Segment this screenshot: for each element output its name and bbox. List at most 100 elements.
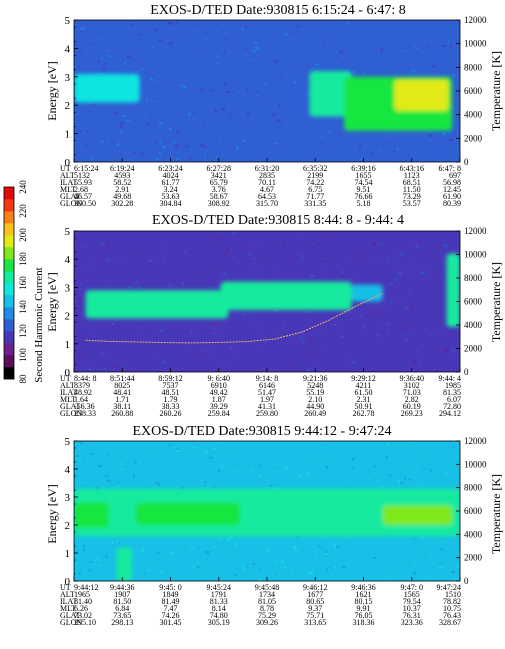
heatmap-cell — [387, 330, 390, 333]
colorbar-swatch — [4, 223, 14, 236]
heatmap-cell — [357, 317, 359, 320]
heatmap-cell — [411, 70, 415, 72]
heatmap-cell — [257, 346, 260, 350]
heatmap-cell — [241, 139, 246, 142]
heatmap-cell — [158, 39, 163, 42]
heatmap-cell — [129, 52, 131, 56]
ephemeris-cell: 58.67 — [210, 192, 228, 201]
heatmap-cell — [253, 41, 257, 44]
heatmap-cell — [333, 142, 336, 145]
heatmap-cell — [105, 369, 107, 372]
heatmap-cell — [81, 266, 85, 269]
heatmap-cell — [128, 361, 131, 364]
ephemeris-cell: 1.71 — [115, 395, 129, 404]
ephemeris-cell: 1565 — [404, 590, 420, 599]
heatmap-cell — [198, 238, 200, 241]
heatmap-cell — [413, 270, 415, 273]
heatmap-cell — [75, 300, 78, 302]
ephemeris-cell: 49.42 — [210, 388, 228, 397]
heatmap-band — [135, 502, 240, 525]
heatmap-cell — [417, 150, 419, 153]
heatmap-cell — [400, 326, 405, 330]
heatmap-cell — [452, 446, 455, 449]
heatmap-cell — [340, 335, 344, 339]
heatmap-cell — [99, 564, 103, 567]
ephemeris-cell: 269.23 — [401, 409, 423, 418]
heatmap-cell — [106, 480, 111, 483]
heatmap-cell — [137, 327, 140, 329]
heatmap-cell — [325, 121, 327, 125]
heatmap-cell — [430, 333, 432, 336]
heatmap-cell — [452, 347, 454, 350]
y2-tick-label: 12000 — [464, 436, 487, 446]
heatmap-cell — [344, 261, 347, 264]
heatmap-cell — [277, 487, 281, 490]
heatmap-cell — [147, 569, 151, 571]
heatmap-cell — [274, 573, 279, 576]
ephemeris-cell: 72.80 — [443, 402, 461, 411]
ephemeris-cell: 260.88 — [111, 409, 133, 418]
x-tick-label: 6:39:16 — [351, 164, 375, 173]
heatmap-cell — [355, 261, 359, 264]
heatmap-cell — [155, 481, 160, 484]
heatmap-cell — [394, 31, 396, 33]
heatmap-cell — [253, 365, 256, 367]
x-tick-label: 6:27:28 — [207, 164, 231, 173]
heatmap-cell — [113, 364, 117, 368]
heatmap-cell — [346, 22, 349, 24]
heatmap-cell — [321, 136, 324, 138]
y-tick-label: 1 — [65, 339, 71, 351]
heatmap-cell — [216, 55, 219, 58]
heatmap-cell — [255, 46, 260, 50]
x-tick-label: 6:23:24 — [158, 164, 182, 173]
heatmap-cell — [432, 65, 436, 68]
ephemeris-cell: 7.47 — [164, 604, 178, 613]
heatmap-cell — [442, 45, 446, 47]
heatmap-cell — [384, 575, 386, 578]
heatmap-cell — [145, 98, 148, 101]
heatmap-cell — [407, 334, 410, 336]
x-tick-label: 6:43:16 — [400, 164, 424, 173]
ephemeris-cell: 48.92 — [74, 388, 92, 397]
ephemeris-cell: 10.37 — [403, 604, 421, 613]
ephemeris-cell: 56.98 — [443, 178, 461, 187]
y2-tick-label: 10000 — [464, 250, 487, 260]
ephemeris-cell: 260.49 — [304, 409, 326, 418]
ephemeris-cell: 8379 — [74, 381, 90, 390]
heatmap-cell — [134, 461, 137, 464]
heatmap-cell — [230, 91, 235, 93]
heatmap-cell — [128, 284, 131, 286]
heatmap-cell — [352, 349, 355, 353]
x-tick-label: 9:46:12 — [303, 583, 327, 592]
heatmap-cell — [362, 72, 366, 74]
ephemeris-cell: 74.80 — [210, 611, 228, 620]
heatmap-cell — [326, 568, 328, 571]
heatmap-cell — [386, 443, 390, 445]
heatmap-cell — [245, 47, 248, 50]
ephemeris-row-label: ALT — [60, 381, 75, 390]
heatmap-cell — [254, 244, 258, 246]
heatmap-cell — [190, 276, 194, 280]
ephemeris-cell: 1677 — [307, 590, 323, 599]
ephemeris-cell: 315.70 — [256, 199, 278, 208]
panel-2: EXOS-D/TED Date:930815 8:44: 8 - 9:44: 4… — [45, 213, 503, 418]
y2-tick-label: 0 — [464, 367, 469, 377]
heatmap-cell — [197, 94, 199, 98]
heatmap-cell — [154, 141, 157, 145]
ephemeris-cell: 1621 — [356, 590, 372, 599]
temperature-trace — [85, 292, 384, 344]
heatmap-cell — [376, 151, 378, 153]
ephemeris-cell: 61.77 — [162, 178, 180, 187]
heatmap-cell — [388, 474, 392, 477]
heatmap-cell — [315, 355, 318, 359]
heatmap-cell — [403, 477, 407, 480]
heatmap-cell — [227, 557, 230, 560]
ephemeris-cell: 49.68 — [113, 192, 131, 201]
heatmap-cell — [356, 302, 360, 304]
heatmap-cell — [204, 39, 208, 41]
heatmap-cell — [378, 310, 382, 314]
heatmap-cell — [104, 475, 109, 477]
heatmap-cell — [376, 304, 379, 307]
heatmap-cell — [89, 104, 91, 106]
heatmap-cell — [409, 148, 411, 152]
